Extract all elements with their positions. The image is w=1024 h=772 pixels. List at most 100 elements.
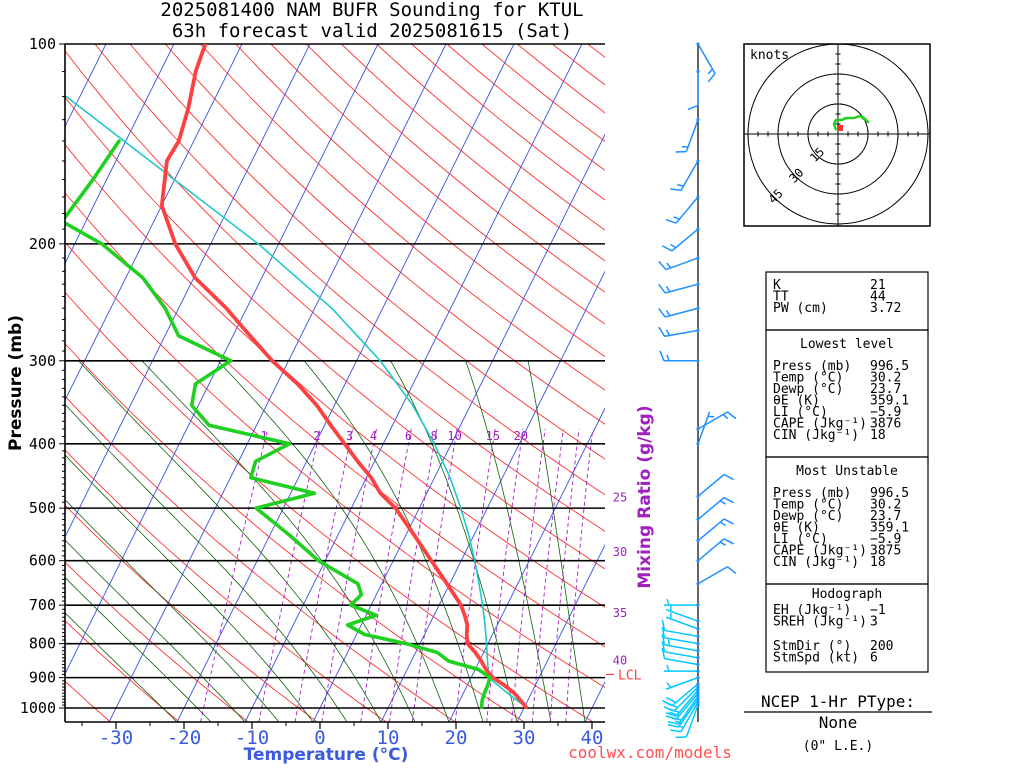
moist-adiabat (304, 361, 483, 722)
wind-barb-dot (696, 307, 699, 310)
isotherm (109, 14, 461, 722)
wind-barb (670, 159, 699, 190)
wind-barb-full (727, 567, 735, 574)
wind-barb-staff (665, 652, 698, 658)
dry-adiabat (0, 44, 180, 722)
wind-barb-full (668, 725, 678, 727)
wind-barb (696, 412, 736, 431)
wind-barb (660, 351, 700, 363)
chart-title: 2025081400 NAM BUFR Sounding for KTUL (160, 0, 583, 21)
wind-barb-full (724, 539, 733, 544)
wind-barb (666, 195, 700, 223)
dry-adiabat (0, 44, 386, 722)
index-value: 18 (870, 428, 886, 443)
wind-barb (688, 70, 700, 110)
moist-adiabat (79, 361, 381, 722)
wind-barb-full (724, 519, 733, 524)
wind-barb-half (720, 501, 725, 504)
wind-barb-half (667, 599, 669, 605)
pressure-tick-label: 500 (29, 499, 56, 517)
temperature-tick-label: -30 (99, 727, 133, 749)
wind-barb-staff (665, 284, 698, 293)
sounding-profiles (62, 44, 526, 707)
wind-barb-dot (696, 227, 699, 230)
moist-adiabat (0, 493, 177, 722)
ptype-panel: NCEP 1-Hr PType: None (0" L.E.) (744, 692, 932, 754)
wind-barb-staff (698, 539, 724, 561)
pressure-tick-label: 800 (29, 635, 56, 653)
wind-barb-dot (696, 118, 699, 121)
wind-barb (659, 256, 700, 269)
wind-barb-dot (696, 70, 699, 73)
index-value: 3 (870, 615, 878, 630)
index-label: SREH (Jkg⁻¹) (773, 615, 867, 630)
wind-barb-full (670, 189, 681, 191)
indices-section-title: Lowest level (800, 337, 894, 352)
wind-barb-dot (696, 329, 699, 332)
wind-barb (696, 474, 733, 497)
wind-barb-dot (696, 649, 699, 652)
wind-barb (696, 539, 733, 562)
wind-barb-staff (665, 659, 698, 665)
moist-adiabat (391, 361, 518, 722)
wind-barb-full (662, 246, 671, 251)
mixing-ratio-label: 3 (346, 429, 353, 443)
ptype-precip: (0" L.E.) (803, 739, 873, 754)
wind-barb-dot (696, 442, 699, 445)
wind-barb-dot (696, 627, 699, 630)
indices-section-title: Hodograph (812, 587, 882, 602)
index-label: StmSpd (kt) (773, 651, 859, 666)
wind-barb-half (667, 665, 669, 671)
wind-barb-half (673, 217, 679, 219)
temperature-tick-label: 20 (445, 727, 468, 749)
wind-barb-dot (696, 159, 699, 162)
index-label: PW (cm) (773, 301, 828, 316)
wind-barb-dot (696, 539, 699, 542)
pressure-tick-label: 600 (29, 552, 56, 570)
wind-barb-dot (696, 642, 699, 645)
mixing-ratio-label: 6 (405, 429, 412, 443)
wind-barb-dot (696, 256, 699, 259)
wind-barb-half (667, 286, 670, 291)
dry-adiabat (0, 44, 248, 722)
wind-barb (696, 567, 736, 586)
temperature-tick-label: 30 (513, 727, 536, 749)
index-value: 3.72 (870, 301, 901, 316)
pressure-tick-label: 300 (29, 352, 56, 370)
wind-barb-staff (698, 498, 724, 520)
wind-barb-dot (696, 635, 699, 638)
wind-barb-half (667, 263, 671, 268)
wind-barb-column (659, 42, 736, 737)
wind-barb-full (659, 284, 665, 293)
wind-barb-dot (696, 670, 699, 673)
ptype-title: NCEP 1-Hr PType: (761, 692, 915, 711)
wind-barb-dot (696, 582, 699, 585)
wind-barb-half (708, 69, 712, 74)
dry-adiabat (412, 44, 1024, 722)
wind-barb-dot (696, 656, 699, 659)
wind-barb-staff (676, 197, 698, 223)
mixing-ratio-label: 10 (447, 429, 461, 443)
temperature-trace (162, 44, 526, 707)
mixing-ratio-label: 25 (613, 490, 627, 504)
wind-barb-full (664, 707, 674, 711)
wind-barb-full (670, 730, 681, 732)
wind-barb-dot (696, 495, 699, 498)
wind-barb-half (670, 244, 675, 247)
wind-barb (659, 327, 700, 336)
footer-credit: coolwx.com/models (568, 743, 732, 762)
parcel-trace (66, 97, 526, 707)
wind-barb-staff (672, 229, 698, 251)
wind-barb-staff (698, 519, 724, 541)
moist-adiabat (218, 361, 449, 722)
wind-barb-half (677, 185, 683, 186)
wind-barb-full (659, 262, 666, 270)
wind-barb (696, 519, 733, 542)
wind-barb-staff (665, 645, 698, 651)
wind-barb (664, 599, 700, 607)
pressure-tick-label: 900 (29, 669, 56, 687)
wind-barb-full (727, 412, 735, 419)
